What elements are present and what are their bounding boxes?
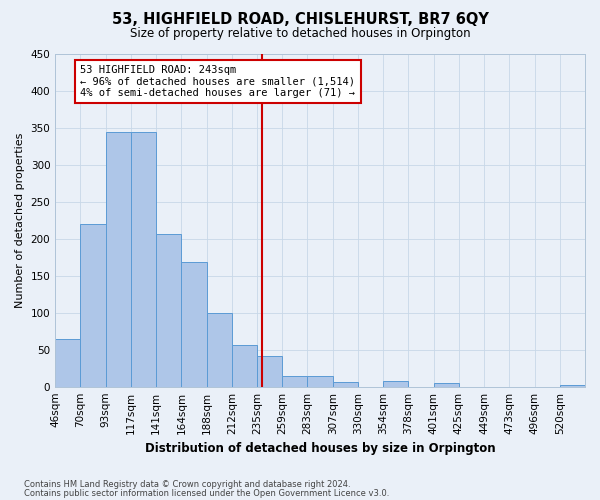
Bar <box>156 234 181 386</box>
Bar <box>55 338 80 386</box>
Bar <box>307 376 332 386</box>
Bar <box>282 376 307 386</box>
Text: 53, HIGHFIELD ROAD, CHISLEHURST, BR7 6QY: 53, HIGHFIELD ROAD, CHISLEHURST, BR7 6QY <box>112 12 488 28</box>
Y-axis label: Number of detached properties: Number of detached properties <box>15 132 25 308</box>
Text: Contains HM Land Registry data © Crown copyright and database right 2024.: Contains HM Land Registry data © Crown c… <box>24 480 350 489</box>
Bar <box>434 383 459 386</box>
Text: Contains public sector information licensed under the Open Government Licence v3: Contains public sector information licen… <box>24 489 389 498</box>
Bar <box>80 224 106 386</box>
Bar <box>383 381 409 386</box>
Text: Size of property relative to detached houses in Orpington: Size of property relative to detached ho… <box>130 28 470 40</box>
X-axis label: Distribution of detached houses by size in Orpington: Distribution of detached houses by size … <box>145 442 496 455</box>
Bar <box>181 262 206 386</box>
Text: 53 HIGHFIELD ROAD: 243sqm
← 96% of detached houses are smaller (1,514)
4% of sem: 53 HIGHFIELD ROAD: 243sqm ← 96% of detac… <box>80 65 355 98</box>
Bar <box>232 344 257 387</box>
Bar <box>106 132 131 386</box>
Bar <box>560 385 585 386</box>
Bar <box>206 313 232 386</box>
Bar <box>131 132 156 386</box>
Bar <box>257 356 282 386</box>
Bar <box>332 382 358 386</box>
